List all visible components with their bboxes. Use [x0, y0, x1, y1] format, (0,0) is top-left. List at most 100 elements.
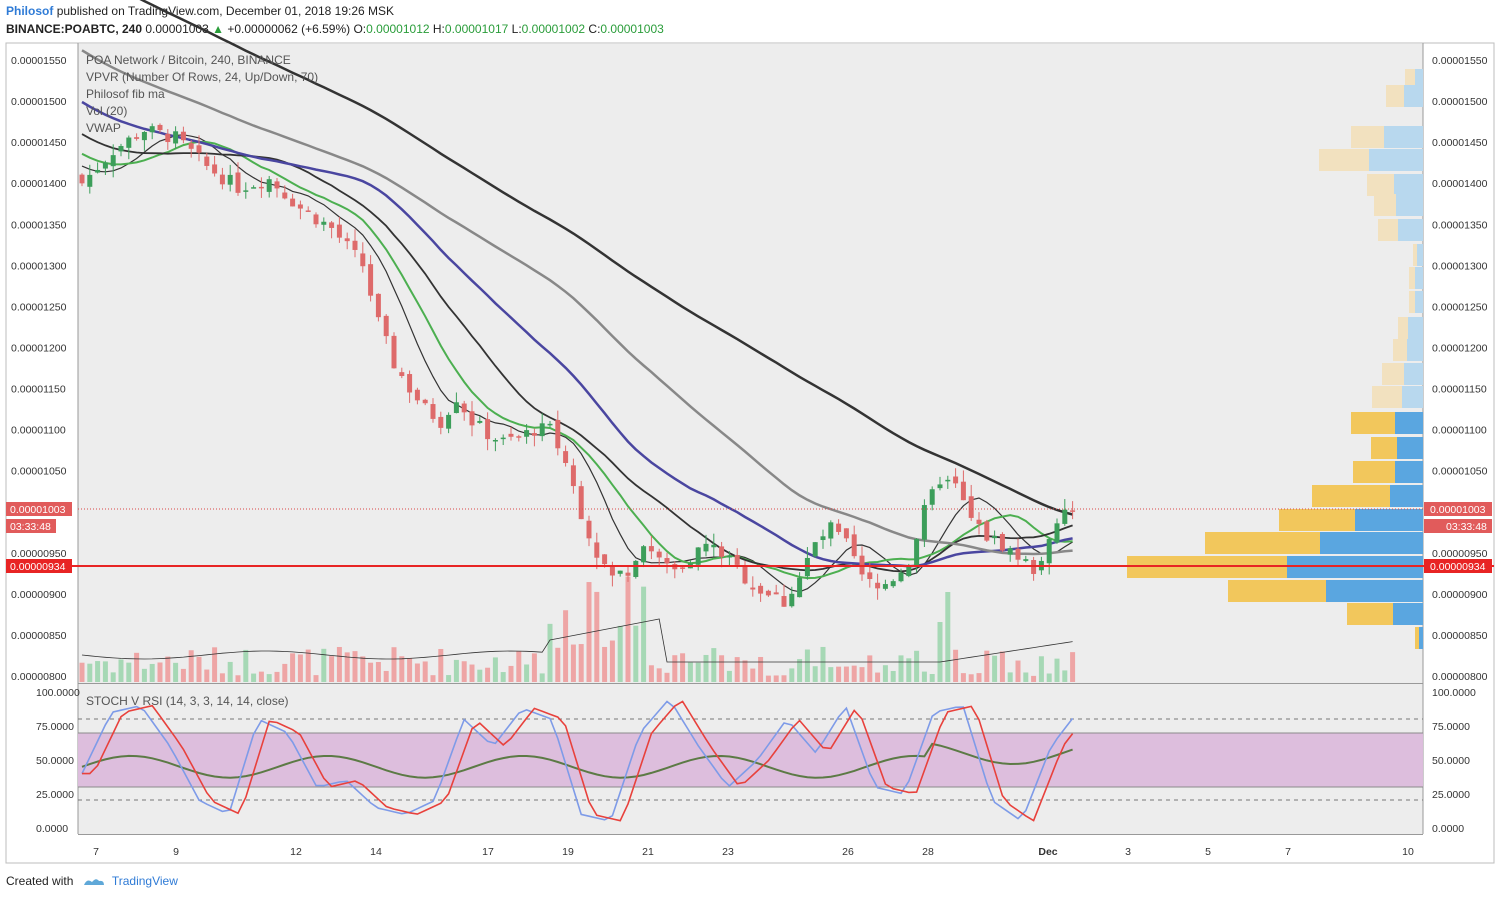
candle-body[interactable]: [375, 293, 381, 318]
candle-body[interactable]: [555, 419, 561, 449]
candle-body[interactable]: [290, 198, 296, 207]
candle-body[interactable]: [134, 137, 140, 139]
candle-body[interactable]: [1046, 539, 1052, 564]
candle-body[interactable]: [641, 546, 647, 563]
legend-vwap[interactable]: VWAP: [86, 121, 121, 135]
candle-body[interactable]: [446, 414, 452, 429]
candle-body[interactable]: [758, 585, 764, 594]
candle-body[interactable]: [1062, 509, 1068, 524]
candle-body[interactable]: [992, 535, 998, 539]
candle-body[interactable]: [321, 221, 327, 225]
candle-body[interactable]: [204, 156, 210, 166]
candle-body[interactable]: [1054, 523, 1060, 543]
candle-body[interactable]: [921, 505, 927, 540]
candle-body[interactable]: [609, 565, 615, 576]
candle-body[interactable]: [999, 534, 1005, 551]
candle-body[interactable]: [765, 590, 771, 596]
candle-body[interactable]: [664, 558, 670, 564]
candle-body[interactable]: [1070, 510, 1076, 512]
candle-body[interactable]: [95, 169, 101, 173]
candle-body[interactable]: [461, 403, 467, 413]
candle-body[interactable]: [703, 543, 709, 552]
candle-body[interactable]: [968, 496, 974, 518]
legend-vol[interactable]: Vol (20): [86, 104, 127, 118]
candle-body[interactable]: [407, 374, 413, 393]
candle-body[interactable]: [695, 547, 701, 565]
candle-body[interactable]: [173, 131, 179, 144]
candle-body[interactable]: [602, 554, 608, 565]
candle-body[interactable]: [329, 222, 335, 228]
candle-body[interactable]: [414, 389, 420, 401]
candle-body[interactable]: [102, 162, 108, 169]
candle-body[interactable]: [882, 584, 888, 589]
tradingview-link[interactable]: TradingView: [111, 874, 178, 888]
candle-body[interactable]: [524, 430, 530, 437]
candle-body[interactable]: [266, 179, 272, 192]
candle-body[interactable]: [422, 399, 428, 404]
legend-vpvr[interactable]: VPVR (Number Of Rows, 24, Up/Down, 70): [86, 70, 318, 84]
candle-body[interactable]: [820, 536, 826, 541]
candle-body[interactable]: [570, 465, 576, 487]
candle-body[interactable]: [1023, 559, 1029, 561]
candle-body[interactable]: [383, 315, 389, 337]
candle-body[interactable]: [680, 567, 686, 569]
candle-body[interactable]: [219, 174, 225, 185]
candle-body[interactable]: [906, 565, 912, 577]
candle-body[interactable]: [352, 240, 358, 250]
candle-body[interactable]: [336, 224, 342, 238]
candle-body[interactable]: [719, 546, 725, 557]
candle-body[interactable]: [734, 554, 740, 565]
candle-body[interactable]: [726, 555, 732, 558]
legend-fibma[interactable]: Philosof fib ma: [86, 87, 165, 101]
candle-body[interactable]: [563, 451, 569, 464]
candle-body[interactable]: [625, 572, 631, 576]
candle-body[interactable]: [773, 592, 779, 595]
candle-body[interactable]: [110, 155, 116, 167]
candle-body[interactable]: [297, 204, 303, 209]
candle-body[interactable]: [750, 587, 756, 590]
candle-body[interactable]: [539, 423, 545, 437]
candle-body[interactable]: [79, 174, 85, 184]
candle-body[interactable]: [976, 519, 982, 524]
candle-body[interactable]: [477, 420, 483, 423]
candle-body[interactable]: [430, 404, 436, 419]
candle-body[interactable]: [196, 145, 202, 153]
candle-body[interactable]: [890, 581, 896, 587]
candle-body[interactable]: [149, 126, 155, 133]
candle-body[interactable]: [594, 542, 600, 558]
candle-body[interactable]: [157, 124, 163, 131]
candle-body[interactable]: [258, 186, 264, 189]
candle-body[interactable]: [711, 544, 717, 548]
candle-body[interactable]: [898, 572, 904, 582]
author-link[interactable]: Philosof: [6, 4, 54, 18]
candle-body[interactable]: [804, 557, 810, 577]
candle-body[interactable]: [391, 335, 397, 369]
candle-body[interactable]: [578, 486, 584, 520]
candle-body[interactable]: [656, 551, 662, 558]
candle-body[interactable]: [742, 565, 748, 584]
candle-body[interactable]: [500, 437, 506, 440]
candle-body[interactable]: [914, 538, 920, 566]
candle-body[interactable]: [797, 577, 803, 598]
candle-body[interactable]: [851, 534, 857, 557]
candle-body[interactable]: [485, 419, 491, 440]
stoch-title[interactable]: STOCH V RSI (14, 3, 3, 14, 14, close): [86, 694, 289, 708]
candle-body[interactable]: [453, 402, 459, 414]
candle-body[interactable]: [633, 560, 639, 577]
candle-body[interactable]: [212, 164, 218, 174]
candle-body[interactable]: [313, 214, 319, 225]
candle-body[interactable]: [960, 481, 966, 501]
candle-body[interactable]: [547, 423, 553, 426]
candle-body[interactable]: [843, 528, 849, 539]
candle-body[interactable]: [368, 264, 374, 296]
candle-body[interactable]: [165, 133, 171, 143]
candle-body[interactable]: [141, 132, 147, 141]
candle-body[interactable]: [836, 523, 842, 532]
candle-body[interactable]: [867, 572, 873, 580]
candle-body[interactable]: [516, 436, 522, 438]
candle-body[interactable]: [438, 416, 444, 428]
candle-body[interactable]: [586, 520, 592, 539]
candle-body[interactable]: [531, 433, 537, 436]
candle-body[interactable]: [953, 476, 959, 484]
candle-body[interactable]: [508, 433, 514, 437]
